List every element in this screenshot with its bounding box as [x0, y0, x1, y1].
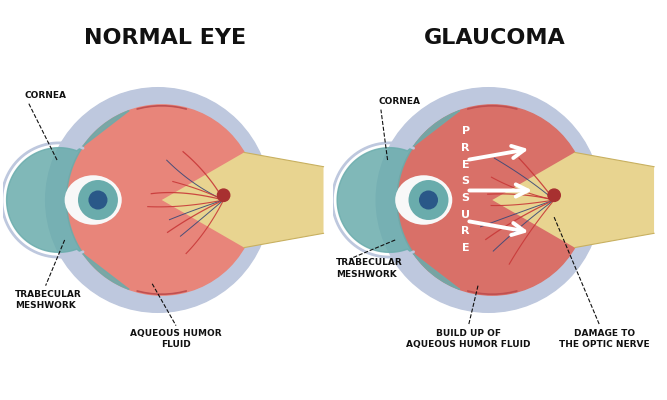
- Text: P: P: [462, 126, 470, 136]
- Text: S: S: [462, 193, 470, 203]
- Circle shape: [217, 189, 229, 202]
- Circle shape: [397, 105, 588, 295]
- Ellipse shape: [65, 175, 122, 225]
- Title: GLAUCOMA: GLAUCOMA: [424, 28, 566, 48]
- Circle shape: [376, 88, 601, 312]
- Text: S: S: [462, 176, 470, 186]
- Polygon shape: [7, 110, 129, 290]
- Text: BUILD UP OF
AQUEOUS HUMOR FLUID: BUILD UP OF AQUEOUS HUMOR FLUID: [406, 328, 531, 349]
- Text: R: R: [462, 226, 470, 236]
- Circle shape: [548, 189, 560, 202]
- Text: AQUEOUS HUMOR
FLUID: AQUEOUS HUMOR FLUID: [130, 328, 222, 349]
- Wedge shape: [492, 152, 588, 248]
- Title: NORMAL EYE: NORMAL EYE: [83, 28, 245, 48]
- Circle shape: [419, 190, 438, 210]
- Text: E: E: [462, 160, 470, 170]
- Ellipse shape: [395, 175, 452, 225]
- Text: TRABECULAR
MESHWORK: TRABECULAR MESHWORK: [15, 290, 82, 310]
- Polygon shape: [575, 152, 654, 248]
- Circle shape: [67, 105, 257, 295]
- Text: TRABECULAR
MESHWORK: TRABECULAR MESHWORK: [336, 258, 403, 279]
- Circle shape: [45, 88, 270, 312]
- Text: R: R: [462, 143, 470, 153]
- Text: DAMAGE TO
THE OPTIC NERVE: DAMAGE TO THE OPTIC NERVE: [559, 328, 650, 349]
- Text: E: E: [462, 243, 470, 253]
- Polygon shape: [244, 152, 323, 248]
- Circle shape: [89, 190, 107, 210]
- Text: CORNEA: CORNEA: [378, 98, 420, 106]
- Wedge shape: [161, 152, 257, 248]
- Circle shape: [78, 180, 118, 220]
- Circle shape: [408, 180, 448, 220]
- Text: U: U: [461, 210, 470, 220]
- Polygon shape: [337, 110, 460, 290]
- Text: CORNEA: CORNEA: [25, 91, 67, 100]
